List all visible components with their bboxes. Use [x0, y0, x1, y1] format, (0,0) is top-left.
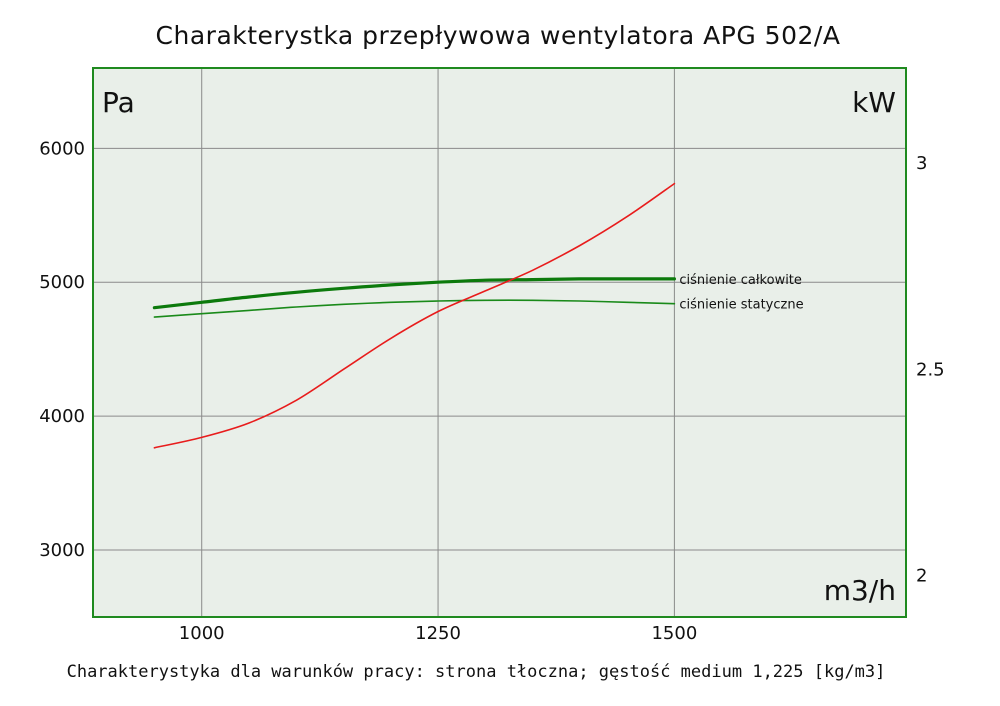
y-right-tick-label: 3 — [916, 153, 927, 174]
x-tick-label: 1250 — [415, 623, 461, 644]
plot-area — [93, 68, 906, 617]
chart-title: Charakterystka przepływowa wentylatora A… — [156, 21, 841, 50]
grid — [93, 68, 906, 617]
plot-frame — [92, 67, 907, 618]
y-left-tick-label: 6000 — [39, 138, 85, 159]
x-axis-unit: m3/h — [824, 574, 896, 607]
x-tick-label: 1500 — [651, 623, 697, 644]
series-label: ciśnienie całkowite — [679, 273, 802, 288]
series-line-total-pressure — [152, 277, 676, 310]
y-right-tick-label: 2 — [916, 566, 927, 587]
y-axis-left-unit: Pa — [102, 86, 135, 119]
y-axis-right-unit: kW — [852, 86, 896, 119]
series-line-power — [153, 182, 676, 449]
x-tick-label: 1000 — [179, 623, 225, 644]
axis-ticks: 1000 1250 1500 3000 4000 5000 6000 2 2.5 3 — [39, 138, 944, 644]
series-line-static-pressure — [153, 299, 676, 318]
series-label: ciśnienie statyczne — [679, 298, 803, 313]
y-left-tick-label: 5000 — [39, 272, 85, 293]
chart-subtitle: Charakterystyka dla warunków pracy: stro… — [67, 662, 886, 682]
y-left-tick-label: 4000 — [39, 406, 85, 427]
series-group: ciśnienie całkowite ciśnienie statyczne — [152, 182, 804, 449]
y-left-tick-label: 3000 — [39, 540, 85, 561]
y-right-tick-label: 2.5 — [916, 359, 945, 380]
